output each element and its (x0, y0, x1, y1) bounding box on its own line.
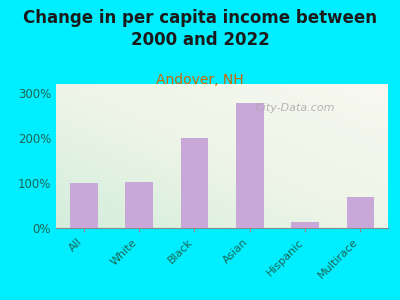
Bar (125, 182, 153, 228)
Bar (236, 103, 264, 228)
Bar (346, 197, 374, 228)
Text: Change in per capita income between
2000 and 2022: Change in per capita income between 2000… (23, 9, 377, 49)
Bar (291, 222, 319, 228)
Text: Andover, NH: Andover, NH (156, 74, 244, 88)
Bar (70, 183, 98, 228)
Text: City-Data.com: City-Data.com (255, 103, 335, 113)
Bar (180, 138, 208, 228)
